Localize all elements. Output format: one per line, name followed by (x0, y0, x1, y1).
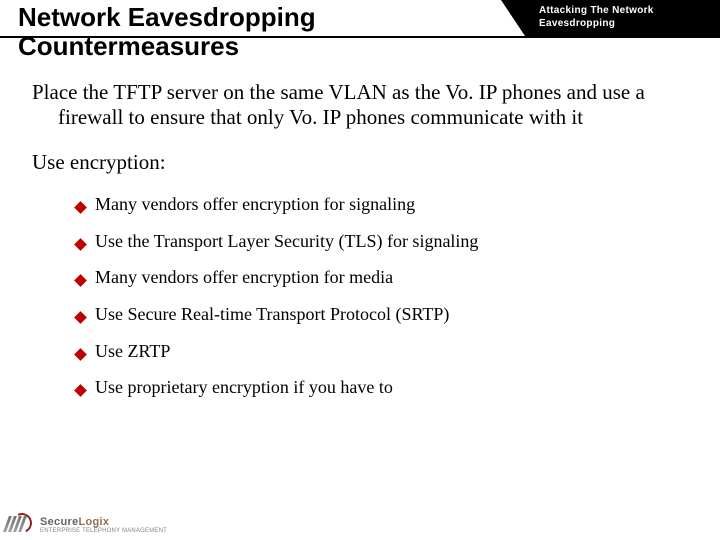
slide-title: Network Eavesdropping Countermeasures (18, 3, 448, 61)
bullet-level2: Use ZRTP (76, 341, 692, 363)
slide-body: Place the TFTP server on the same VLAN a… (32, 80, 692, 414)
header-tag-triangle (501, 0, 525, 36)
header-tag-line2: Eavesdropping (539, 18, 615, 29)
bullet-level2-text: Use the Transport Layer Security (TLS) f… (95, 231, 478, 253)
footer-logo: SecureLogix ENTERPRISE TELEPHONY MANAGEM… (6, 514, 167, 536)
logo-mark-icon (6, 514, 36, 536)
logo-accent: Logix (79, 516, 110, 528)
sub-bullet-list: Many vendors offer encryption for signal… (76, 194, 692, 399)
bullet-level2: Use proprietary encryption if you have t… (76, 377, 692, 399)
diamond-bullet-icon (74, 238, 87, 251)
bullet-level2-text: Many vendors offer encryption for signal… (95, 194, 415, 216)
bullet-level2: Many vendors offer encryption for media (76, 267, 692, 289)
header-tag: Attacking The Network Eavesdropping (525, 0, 720, 36)
bullet-level2-text: Use ZRTP (95, 341, 170, 363)
header-tag-text: Attacking The Network Eavesdropping (525, 0, 720, 30)
diamond-bullet-icon (74, 201, 87, 214)
diamond-bullet-icon (74, 311, 87, 324)
bullet-level1: Use encryption: (32, 150, 692, 175)
header-tag-line1: Attacking The Network (539, 5, 654, 16)
logo-tagline: ENTERPRISE TELEPHONY MANAGEMENT (40, 528, 167, 534)
diamond-bullet-icon (74, 275, 87, 288)
bullet-level1: Place the TFTP server on the same VLAN a… (32, 80, 692, 130)
bullet-level2: Use Secure Real-time Transport Protocol … (76, 304, 692, 326)
bullet-level2-text: Use Secure Real-time Transport Protocol … (95, 304, 449, 326)
bullet-level2-text: Use proprietary encryption if you have t… (95, 377, 393, 399)
bullet-level2: Use the Transport Layer Security (TLS) f… (76, 231, 692, 253)
diamond-bullet-icon (74, 348, 87, 361)
diamond-bullet-icon (74, 384, 87, 397)
bullet-level2-text: Many vendors offer encryption for media (95, 267, 393, 289)
logo-text: SecureLogix ENTERPRISE TELEPHONY MANAGEM… (40, 516, 167, 534)
bullet-level2: Many vendors offer encryption for signal… (76, 194, 692, 216)
